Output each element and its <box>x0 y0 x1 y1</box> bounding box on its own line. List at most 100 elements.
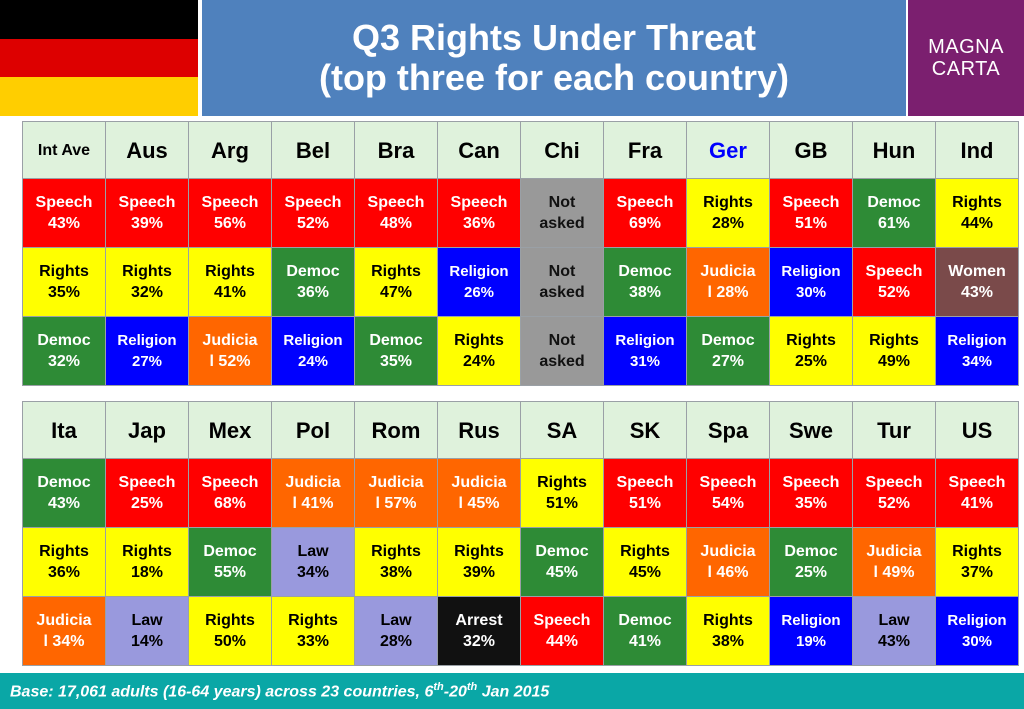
page-subtitle: (top three for each country) <box>318 57 790 98</box>
cell-value: 18% <box>130 564 164 581</box>
cell-label: Democ <box>618 263 672 280</box>
cell-label: Speech <box>699 474 757 491</box>
cell-label: Rights <box>537 474 587 491</box>
cell-value: 32% <box>47 353 81 370</box>
rank-cell: Speech 51% <box>770 179 852 247</box>
rank-cell: Democ 25% <box>770 528 852 596</box>
cell-value: 36% <box>462 215 496 232</box>
rank-cell: Speech 54% <box>687 459 769 527</box>
cell-label: Judicia <box>451 474 507 491</box>
column-header: GB <box>770 122 852 178</box>
rank-cell: Speech 36% <box>438 179 520 247</box>
rank-cell: Judicia l 49% <box>853 528 935 596</box>
cell-value: 43% <box>960 284 994 301</box>
column-header: Can <box>438 122 520 178</box>
cell-value: 34% <box>961 353 993 370</box>
magna-carta-logo: MAGNA CARTA <box>908 0 1024 116</box>
column-header: Hun <box>853 122 935 178</box>
cell-label: Judicia <box>36 612 92 629</box>
cell-label: Rights <box>454 332 504 349</box>
rank-cell: Speech 69% <box>604 179 686 247</box>
rank-cell: Democ 36% <box>272 248 354 316</box>
cell-label: Religion <box>449 263 509 280</box>
column-header: Chi <box>521 122 603 178</box>
rank-cell: Judicia l 52% <box>189 317 271 385</box>
column-header: Spa <box>687 402 769 458</box>
cell-label: Democ <box>37 474 91 491</box>
rank-cell: Rights 39% <box>438 528 520 596</box>
cell-value: l 49% <box>873 564 915 581</box>
cell-label: Law <box>380 612 412 629</box>
column-header: US <box>936 402 1018 458</box>
cell-label: Speech <box>450 194 508 211</box>
cell-label: Judicia <box>700 263 756 280</box>
rank-cell: Law 14% <box>106 597 188 665</box>
rank-cell: Democ 43% <box>23 459 105 527</box>
cell-label: Rights <box>288 612 338 629</box>
logo-line-2: CARTA <box>931 58 1001 80</box>
cell-label: Law <box>297 543 329 560</box>
rank-cell: Rights 41% <box>189 248 271 316</box>
cell-value: 52% <box>877 284 911 301</box>
cell-value: 69% <box>628 215 662 232</box>
footer-sup-2: th <box>466 680 478 693</box>
rank-cell: Speech 39% <box>106 179 188 247</box>
cell-value: asked <box>539 353 585 370</box>
rank-cell: Speech 44% <box>521 597 603 665</box>
rank-cell: Judicia l 34% <box>23 597 105 665</box>
column-header: Arg <box>189 122 271 178</box>
footer-suffix: Jan 2015 <box>477 683 550 701</box>
cell-label: Rights <box>39 543 89 560</box>
cell-value: 44% <box>960 215 994 232</box>
rank-cell: Rights 33% <box>272 597 354 665</box>
rank-cell: Democ 38% <box>604 248 686 316</box>
cell-label: Religion <box>781 263 841 280</box>
rank-cell: Rights 51% <box>521 459 603 527</box>
flag-stripe-red <box>0 38 198 78</box>
cell-label: Rights <box>205 612 255 629</box>
cell-value: 34% <box>296 564 330 581</box>
cell-label: Judicia <box>202 332 258 349</box>
cell-value: 19% <box>795 633 827 650</box>
cell-label: Democ <box>203 543 257 560</box>
cell-value: 43% <box>877 633 911 650</box>
cell-label: Rights <box>703 194 753 211</box>
rank-cell: Not asked <box>521 248 603 316</box>
cell-value: 30% <box>961 633 993 650</box>
cell-label: Rights <box>952 194 1002 211</box>
cell-label: Religion <box>947 332 1007 349</box>
rank-cell: Arrest 32% <box>438 597 520 665</box>
rank-cell: Religion 27% <box>106 317 188 385</box>
rank-cell: Rights 18% <box>106 528 188 596</box>
cell-label: Speech <box>782 194 840 211</box>
cell-value: 48% <box>379 215 413 232</box>
cell-label: Speech <box>284 194 342 211</box>
cell-value: asked <box>539 215 585 232</box>
cell-value: 47% <box>379 284 413 301</box>
column-header: Int Ave <box>23 122 105 178</box>
cell-label: Judicia <box>866 543 922 560</box>
cell-label: Rights <box>952 543 1002 560</box>
rank-cell: Speech 48% <box>355 179 437 247</box>
page-title: Q3 Rights Under Threat <box>351 17 757 58</box>
cell-label: Speech <box>865 263 923 280</box>
cell-label: Judicia <box>285 474 341 491</box>
cell-label: Democ <box>701 332 755 349</box>
cell-value: 36% <box>296 284 330 301</box>
rank-cell: Law 34% <box>272 528 354 596</box>
cell-label: Speech <box>118 194 176 211</box>
logo-line-1: MAGNA <box>928 36 1004 58</box>
rank-cell: Judicia l 28% <box>687 248 769 316</box>
rank-cell: Rights 49% <box>853 317 935 385</box>
cell-label: Democ <box>286 263 340 280</box>
rank-cell: Religion 34% <box>936 317 1018 385</box>
rank-cell: Religion 24% <box>272 317 354 385</box>
rank-cell: Judicia l 57% <box>355 459 437 527</box>
column-header: SA <box>521 402 603 458</box>
rank-cell: Rights 37% <box>936 528 1018 596</box>
rank-cell: Democ 55% <box>189 528 271 596</box>
cell-value: 24% <box>297 353 329 370</box>
column-header: Ita <box>23 402 105 458</box>
rank-cell: Democ 27% <box>687 317 769 385</box>
cell-value: 51% <box>794 215 828 232</box>
